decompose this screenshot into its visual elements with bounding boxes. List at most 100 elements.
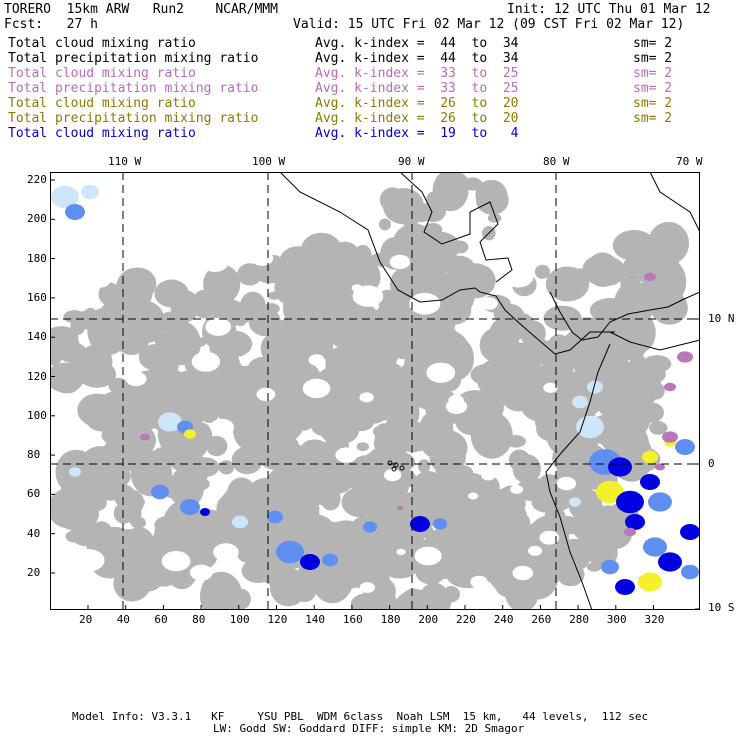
x-tick-label: 60 [154, 613, 168, 626]
cloud-field [50, 172, 690, 610]
clear-gap [138, 252, 156, 264]
x-tick-label: 320 [644, 613, 665, 626]
y-tick-label: 100 [27, 408, 47, 422]
cloud-patch [156, 313, 174, 325]
cloud-patch [470, 364, 504, 386]
cloud-patch [344, 555, 361, 574]
mid-blue-blob [433, 518, 447, 530]
model-info: Model Info: V3.3.1 KF YSU PBL WDM 6class… [72, 710, 649, 723]
legend-row: Total cloud mixing ratio Avg. k-index = 1… [8, 126, 733, 141]
mid-blue-blob [648, 492, 672, 512]
cloud-patch [623, 257, 645, 275]
y-tick-label: 180 [27, 251, 47, 265]
cloud-patch [531, 491, 560, 513]
cloud-patch [496, 485, 526, 520]
x-tick-label: 40 [116, 613, 130, 626]
cloud-patch [648, 382, 665, 400]
cloud-patch [224, 366, 262, 390]
cloud-patch [544, 507, 566, 523]
mid-blue-blob [180, 499, 200, 515]
light-blue-blob [158, 412, 182, 432]
cloud-patch [281, 401, 311, 431]
cloud-patch [381, 553, 419, 579]
clear-gap [556, 476, 577, 491]
mid-blue-blob [322, 553, 338, 567]
light-blue-blob [569, 497, 581, 507]
x-tick-label: 240 [493, 613, 514, 626]
x-tick-label: 180 [380, 613, 401, 626]
x-tick-label: 120 [267, 613, 288, 626]
cloud-patch [650, 290, 688, 325]
cloud-patch [311, 277, 352, 302]
cloud-patch [206, 435, 228, 457]
latitude-label: 0 [708, 457, 715, 470]
physics-info: LW: Godd SW: Goddard DIFF: simple KM: 2D… [213, 722, 525, 735]
legend-field: Total precipitation mixing ratio [8, 81, 259, 96]
cloud-patch [218, 460, 235, 475]
cloud-patch [536, 416, 574, 443]
legend-row: Total precipitation mixing ratio Avg. k-i… [8, 81, 733, 96]
dark-blue-blob [625, 514, 645, 530]
galapagos-island [391, 466, 397, 472]
cloud-patch [307, 393, 335, 416]
legend-k-index: Avg. k-index = 44 to 34 [315, 51, 519, 66]
cloud-patch [67, 499, 92, 521]
clear-gap [426, 362, 456, 383]
clear-gap [445, 399, 468, 414]
cloud-patch [333, 375, 362, 409]
legend-smoothing: sm= 2 [633, 51, 673, 66]
yellow-blob [184, 429, 196, 439]
legend-row: Total cloud mixing ratio Avg. k-index = 4… [8, 36, 733, 51]
mid-blue-blob [151, 484, 169, 500]
cloud-patch [346, 255, 362, 268]
cloud-patch [151, 380, 187, 416]
cloud-patch [302, 240, 323, 258]
clear-gap [308, 354, 325, 366]
cloud-patch [508, 449, 531, 472]
cloud-patch [462, 177, 483, 191]
latitude-label: 10 N [708, 312, 735, 325]
axis-ticks [50, 172, 700, 610]
cloud-patch [232, 588, 251, 610]
init-time: Init: 12 UTC Thu 01 Mar 12 [507, 2, 711, 17]
cloud-patch [126, 301, 166, 344]
clear-gap [543, 382, 558, 393]
coastline [545, 343, 611, 610]
legend-field: Total precipitation mixing ratio [8, 111, 259, 126]
cloud-patch [432, 172, 469, 212]
cloud-patch [648, 221, 690, 265]
mid-blue-blob [65, 204, 85, 220]
clear-gap [211, 241, 230, 255]
legend-k-index: Avg. k-index = 44 to 34 [315, 36, 519, 51]
legend-field: Total cloud mixing ratio [8, 36, 196, 51]
forecast-hour: Fcst: 27 h [4, 17, 98, 32]
cloud-patch [584, 256, 626, 287]
mid-blue-blob [267, 510, 283, 524]
x-tick-label: 260 [531, 613, 552, 626]
purple-blob [655, 463, 665, 471]
cloud-patch [154, 279, 189, 308]
clear-gap [409, 292, 441, 315]
legend-smoothing: sm= 2 [633, 81, 673, 96]
cloud-patch [618, 386, 639, 405]
cloud-patch [397, 378, 418, 393]
cloud-patch [649, 421, 668, 435]
clear-gap [396, 548, 406, 556]
cloud-patch [130, 516, 146, 529]
longitude-label: 90 W [398, 155, 425, 168]
clear-gap [200, 252, 229, 272]
legend-k-index: Avg. k-index = 33 to 25 [315, 66, 519, 81]
legend-row: Total precipitation mixing ratio Avg. k-i… [8, 111, 733, 126]
cloud-patch [543, 549, 577, 577]
yellow-blob [596, 480, 624, 504]
x-tick-label: 160 [342, 613, 363, 626]
cloud-patch [209, 392, 224, 407]
cloud-patch [545, 266, 590, 302]
map-panel [50, 172, 700, 610]
cloud-patch [441, 255, 474, 275]
cloud-patch [113, 502, 134, 524]
clear-gap [72, 549, 105, 572]
clear-gap [168, 236, 192, 253]
clear-gap [528, 545, 543, 556]
clear-gap [539, 530, 560, 545]
